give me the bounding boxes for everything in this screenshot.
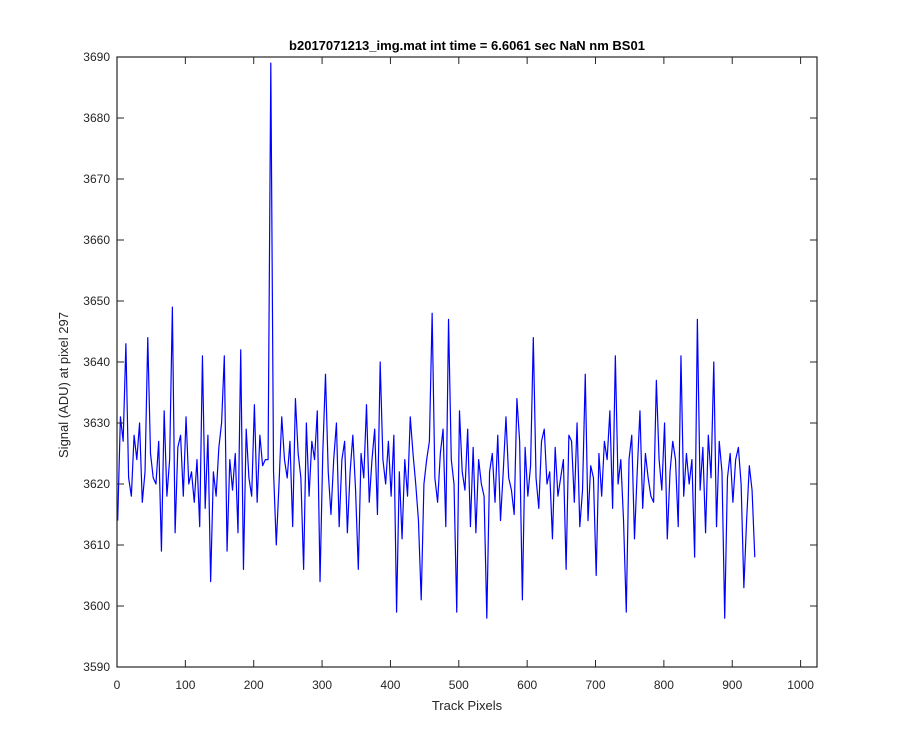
x-axis: 0 100 200 300 400 500 600 700 800 900 1000 (114, 57, 814, 692)
y-tick-label: 3670 (83, 172, 110, 186)
y-tick-label: 3640 (83, 355, 110, 369)
y-tick-label: 3630 (83, 416, 110, 430)
series-line-1 (117, 62, 756, 619)
plot-area (116, 56, 818, 668)
y-tick-label: 3650 (83, 294, 110, 308)
y-tick-label: 3660 (83, 233, 110, 247)
x-tick-label: 0 (114, 678, 121, 692)
y-tick-label: 3610 (83, 538, 110, 552)
x-tick-label: 100 (175, 678, 195, 692)
y-tick-label: 3620 (83, 477, 110, 491)
y-tick-label: 3590 (83, 660, 110, 674)
x-axis-label: Track Pixels (432, 698, 503, 713)
y-tick-label: 3690 (83, 50, 110, 64)
x-tick-label: 400 (380, 678, 400, 692)
x-tick-label: 1000 (787, 678, 814, 692)
x-tick-label: 300 (312, 678, 332, 692)
x-tick-label: 500 (449, 678, 469, 692)
x-tick-label: 200 (244, 678, 264, 692)
x-tick-label: 600 (517, 678, 537, 692)
plot-frame (116, 56, 818, 668)
chart-title: b2017071213_img.mat int time = 6.6061 se… (289, 38, 645, 53)
y-axis: 3590 3600 3610 3620 3630 3640 3650 3660 3670 3680… (83, 50, 817, 674)
y-axis-label: Signal (ADU) at pixel 297 (56, 312, 71, 458)
x-tick-label: 800 (654, 678, 674, 692)
x-tick-label: 700 (586, 678, 606, 692)
x-tick-label: 900 (722, 678, 742, 692)
y-tick-label: 3600 (83, 599, 110, 613)
y-tick-label: 3680 (83, 111, 110, 125)
